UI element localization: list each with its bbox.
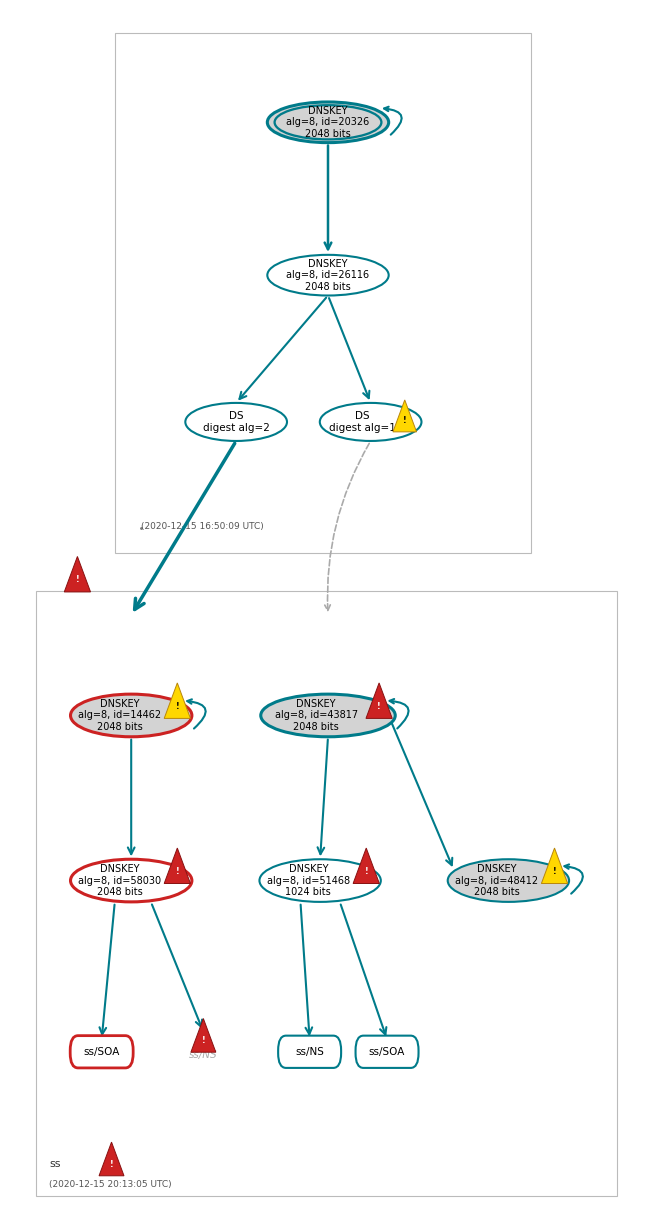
- Text: DNSKEY
alg=8, id=58030
2048 bits: DNSKEY alg=8, id=58030 2048 bits: [78, 863, 161, 898]
- Text: !: !: [365, 867, 368, 876]
- Ellipse shape: [268, 102, 388, 143]
- Ellipse shape: [71, 695, 192, 736]
- Polygon shape: [366, 682, 392, 718]
- FancyArrowPatch shape: [187, 700, 206, 729]
- Ellipse shape: [268, 254, 388, 296]
- Text: !: !: [377, 702, 381, 711]
- Bar: [115, 33, 531, 553]
- Text: ss: ss: [49, 1159, 61, 1169]
- Polygon shape: [191, 1019, 216, 1052]
- Text: !: !: [403, 416, 407, 426]
- Text: ss/NS: ss/NS: [189, 1049, 218, 1059]
- Text: DNSKEY
alg=8, id=43817
2048 bits: DNSKEY alg=8, id=43817 2048 bits: [275, 698, 358, 733]
- Text: DNSKEY
alg=8, id=20326
2048 bits: DNSKEY alg=8, id=20326 2048 bits: [287, 105, 369, 139]
- Text: DS
digest alg=2: DS digest alg=2: [203, 411, 270, 433]
- Ellipse shape: [448, 860, 569, 901]
- Bar: [36, 591, 617, 1196]
- Polygon shape: [99, 1142, 124, 1175]
- Text: !: !: [75, 575, 79, 585]
- Polygon shape: [353, 848, 379, 883]
- FancyBboxPatch shape: [356, 1036, 419, 1068]
- Text: DNSKEY
alg=8, id=51468
1024 bits: DNSKEY alg=8, id=51468 1024 bits: [267, 863, 350, 898]
- Text: !: !: [201, 1036, 205, 1046]
- FancyArrowPatch shape: [384, 106, 401, 135]
- Polygon shape: [164, 848, 190, 883]
- Text: DNSKEY
alg=8, id=26116
2048 bits: DNSKEY alg=8, id=26116 2048 bits: [287, 258, 369, 292]
- Text: DNSKEY
alg=8, id=14462
2048 bits: DNSKEY alg=8, id=14462 2048 bits: [78, 698, 161, 733]
- Polygon shape: [164, 682, 190, 718]
- Ellipse shape: [185, 402, 287, 442]
- Ellipse shape: [320, 402, 421, 442]
- Ellipse shape: [259, 860, 380, 901]
- Text: ss/NS: ss/NS: [295, 1047, 324, 1057]
- Polygon shape: [541, 848, 567, 883]
- FancyArrowPatch shape: [390, 700, 409, 729]
- Ellipse shape: [261, 695, 395, 736]
- FancyBboxPatch shape: [70, 1036, 133, 1068]
- Text: (2020-12-15 20:13:05 UTC): (2020-12-15 20:13:05 UTC): [49, 1180, 172, 1189]
- FancyBboxPatch shape: [278, 1036, 341, 1068]
- Text: !: !: [176, 867, 179, 876]
- Text: ss/SOA: ss/SOA: [83, 1047, 120, 1057]
- Text: !: !: [110, 1159, 113, 1169]
- Polygon shape: [64, 556, 91, 592]
- Text: !: !: [553, 867, 556, 876]
- Text: DNSKEY
alg=8, id=48412
2048 bits: DNSKEY alg=8, id=48412 2048 bits: [455, 863, 538, 898]
- FancyArrowPatch shape: [564, 865, 583, 894]
- Polygon shape: [393, 400, 417, 432]
- Text: ss/SOA: ss/SOA: [369, 1047, 405, 1057]
- Text: DS
digest alg=1: DS digest alg=1: [329, 411, 396, 433]
- Ellipse shape: [71, 860, 192, 901]
- Text: !: !: [176, 702, 179, 711]
- Text: (2020-12-15 16:50:09 UTC): (2020-12-15 16:50:09 UTC): [141, 522, 264, 531]
